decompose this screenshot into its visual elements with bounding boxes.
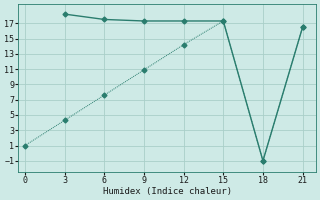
X-axis label: Humidex (Indice chaleur): Humidex (Indice chaleur) — [103, 187, 232, 196]
